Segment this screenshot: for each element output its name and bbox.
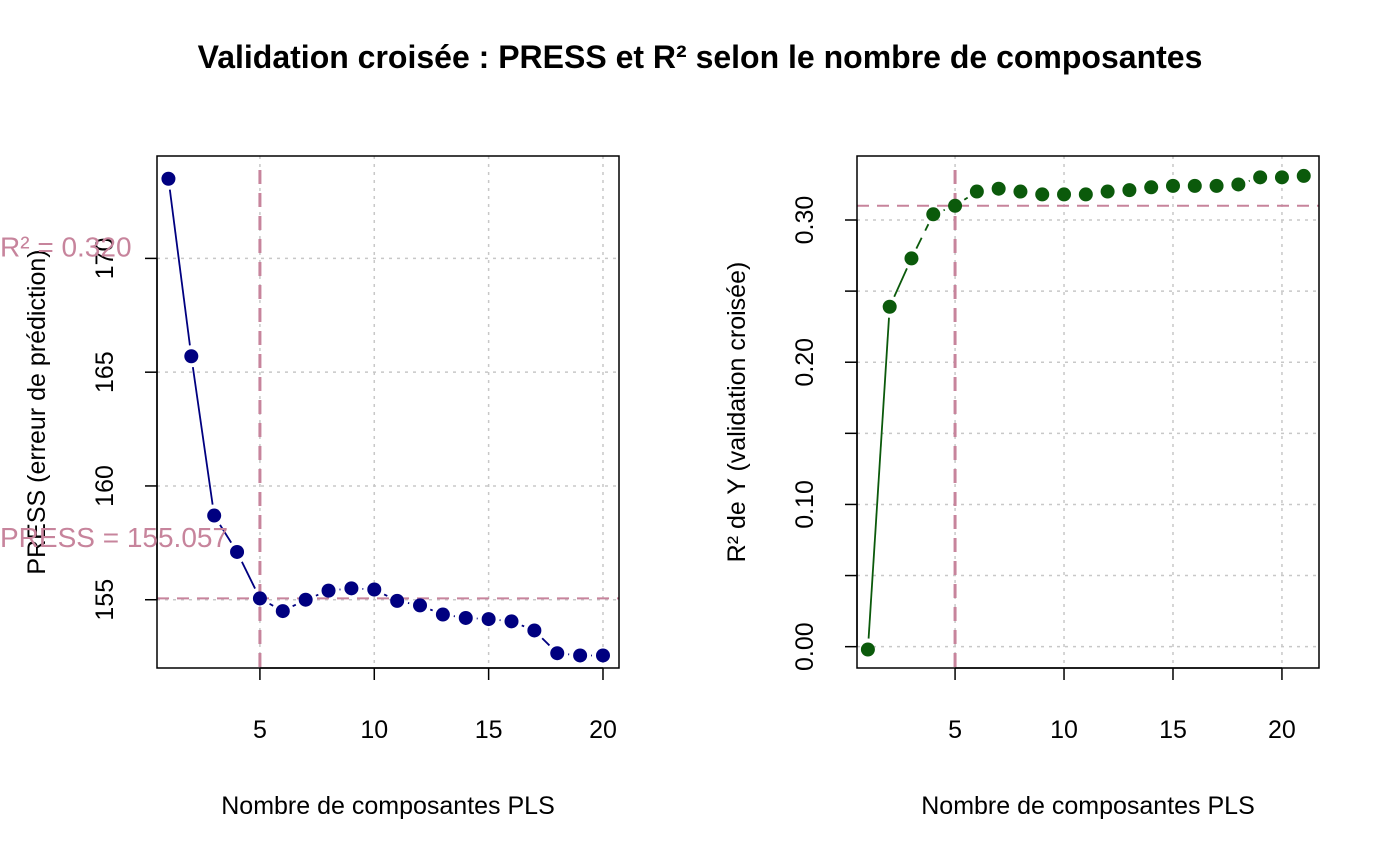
press-data-point (367, 582, 382, 597)
press-line-segment (292, 603, 297, 608)
press-panel: 5 10 15 20 155 160 165 170 Nombre de composant… (0, 155, 620, 820)
press-series-points (161, 171, 610, 663)
press-x-axis: 5 10 15 20 (253, 667, 617, 744)
r2-reference-lines (857, 170, 1319, 668)
r2-data-point (1013, 184, 1028, 199)
r2-line-segment (867, 317, 890, 639)
r2-data-point (926, 207, 941, 222)
press-line-segment (269, 602, 274, 607)
press-line-segment (429, 608, 434, 612)
press-data-point (321, 583, 336, 598)
press-data-point (481, 612, 496, 627)
press-data-point (275, 604, 290, 619)
press-data-point (184, 349, 199, 364)
press-y-tick-label: 160 (91, 465, 119, 507)
r2-data-point (1122, 183, 1137, 198)
press-data-point (207, 508, 222, 523)
r2-data-point (1274, 170, 1289, 185)
r2-x-tick-label: 20 (1268, 716, 1296, 744)
r2-data-point (991, 181, 1006, 196)
r2-y-tick-label: 0.30 (791, 196, 819, 245)
r2-data-point (860, 642, 875, 657)
press-series-line (168, 189, 592, 657)
press-y-axis: 155 160 165 170 (91, 238, 158, 621)
r2-data-point (948, 198, 963, 213)
r2-grid (857, 156, 1319, 668)
press-line-segment (241, 561, 256, 589)
press-data-point (573, 648, 588, 663)
press-data-point (435, 607, 450, 622)
r2-x-tick-label: 5 (948, 716, 962, 744)
press-line-segment (315, 593, 319, 597)
r2-data-point (904, 251, 919, 266)
press-data-point (527, 623, 542, 638)
press-x-tick-label: 5 (253, 716, 267, 744)
r2-line-segment (915, 223, 930, 249)
r2-data-point (1078, 187, 1093, 202)
r2-panel: 5 10 15 20 0.00 0.10 0.20 0.30 Nombre de compo… (0, 155, 1320, 820)
press-data-point (344, 581, 359, 596)
r2-data-point (1057, 187, 1072, 202)
press-line-segment (521, 624, 525, 628)
press-y-tick-label: 155 (91, 579, 119, 621)
press-line-segment (168, 189, 191, 346)
press-y-tick-label: 165 (91, 351, 119, 393)
press-line-segment (383, 593, 388, 597)
r2-line-segment (963, 196, 969, 201)
press-y-axis-label: PRESS (erreur de prédiction) (23, 249, 51, 574)
r2-x-tick-label: 15 (1159, 716, 1187, 744)
r2-data-point (1296, 168, 1311, 183)
press-reference-lines (157, 170, 619, 668)
r2-data-point (1187, 178, 1202, 193)
r2-data-point (1165, 178, 1180, 193)
press-data-point (298, 592, 313, 607)
press-data-point (413, 598, 428, 613)
r2-line-segment (943, 208, 946, 212)
r2-y-axis: 0.00 0.10 0.20 0.30 (791, 196, 858, 671)
press-x-tick-label: 15 (475, 716, 503, 744)
press-line-segment (541, 637, 551, 647)
r2-x-axis: 5 10 15 20 (948, 667, 1296, 744)
press-data-point (595, 648, 610, 663)
r2-y-tick-label: 0.20 (791, 338, 819, 387)
press-x-tick-label: 20 (589, 716, 617, 744)
press-data-point (161, 171, 176, 186)
press-data-point (504, 614, 519, 629)
r2-y-axis-label: R² de Y (validation croisée) (723, 262, 751, 563)
r2-data-point (1253, 170, 1268, 185)
press-y-tick-label: 170 (91, 238, 119, 280)
press-x-tick-label: 10 (360, 716, 388, 744)
press-line-segment (219, 524, 232, 544)
press-data-point (458, 610, 473, 625)
r2-x-axis-label: Nombre de composantes PLS (921, 792, 1255, 820)
press-data-point (252, 591, 267, 606)
r2-data-point (1035, 187, 1050, 202)
press-plot-frame (156, 155, 620, 669)
r2-y-tick-label: 0.00 (791, 622, 819, 671)
press-data-point (230, 544, 245, 559)
r2-data-point (882, 299, 897, 314)
r2-series-line (867, 179, 1250, 639)
press-x-axis-label: Nombre de composantes PLS (221, 792, 555, 820)
r2-data-point (1144, 180, 1159, 195)
r2-data-point (1209, 178, 1224, 193)
r2-data-point (969, 184, 984, 199)
press-grid (157, 156, 619, 668)
r2-data-point (1100, 184, 1115, 199)
r2-plot-frame (856, 155, 1320, 669)
press-annotation: PRESS = 155.057 (0, 522, 228, 553)
r2-annotation: R² = 0.320 (0, 231, 132, 262)
press-data-point (390, 593, 405, 608)
press-line-segment (191, 367, 214, 505)
press-data-point (550, 646, 565, 661)
chart-title: Validation croisée : PRESS et R² selon l… (198, 39, 1203, 75)
r2-series-points (860, 168, 1311, 657)
r2-y-tick-label: 0.10 (791, 480, 819, 529)
r2-data-point (1231, 177, 1246, 192)
r2-x-tick-label: 10 (1050, 716, 1078, 744)
r2-line-segment (893, 268, 908, 298)
